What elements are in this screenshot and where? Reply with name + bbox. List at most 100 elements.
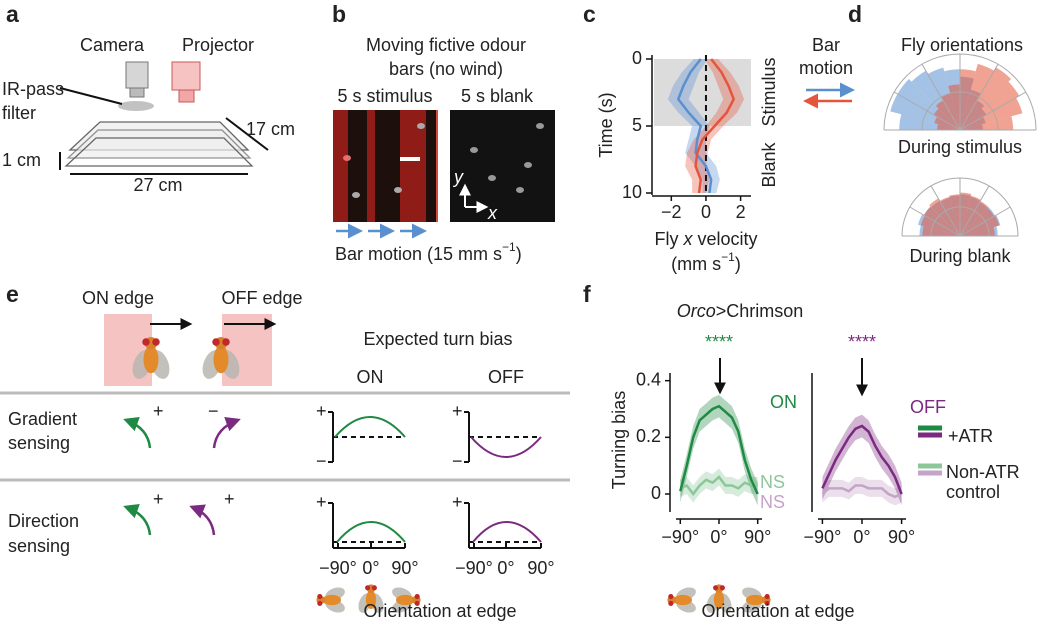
y-tick-label: 10	[622, 182, 642, 202]
x-axis-label: Orientation at edge	[363, 601, 516, 621]
axis-sign: +	[316, 492, 327, 512]
significance: ****	[705, 332, 733, 352]
x-axis-unit-part: (mm s	[671, 254, 721, 274]
y-tick-label: 0.2	[636, 426, 661, 446]
row-label: sensing	[8, 433, 70, 453]
row-label: Direction	[8, 511, 79, 531]
polar-grid	[959, 206, 1011, 237]
axis-sign: −	[452, 451, 463, 471]
pointer-line	[59, 87, 123, 105]
flies-in-image	[343, 123, 425, 198]
error-band	[822, 477, 902, 506]
tick-label: 90°	[391, 558, 418, 578]
column-label: OFF	[488, 367, 524, 387]
sign: −	[208, 401, 219, 421]
significance-ns: NS	[760, 472, 785, 492]
error-band	[680, 468, 758, 503]
label: filter	[2, 103, 36, 123]
x-tick-label: −90°	[804, 527, 842, 547]
polar-bar	[960, 215, 1000, 236]
panel-label: e	[6, 281, 19, 307]
label: 27 cm	[133, 175, 182, 195]
label: 17 cm	[246, 119, 295, 139]
panel-label: b	[332, 1, 346, 27]
turn-arrow	[123, 504, 152, 536]
polar-grid	[930, 185, 961, 237]
x-tick-label: 90°	[744, 527, 771, 547]
polar-bar	[939, 196, 960, 236]
polar-bar	[960, 69, 976, 130]
blank-image	[450, 110, 555, 222]
x-tick-label: −2	[661, 202, 682, 222]
axis-sign: +	[316, 401, 327, 421]
x-axis-unit: (mm s−1)	[671, 250, 741, 274]
ir-filter	[118, 101, 154, 111]
camera-icon	[125, 61, 149, 89]
chart-title: Orco>Chrimson	[677, 301, 804, 321]
projector-icon	[171, 61, 201, 91]
polar-bar	[960, 97, 1023, 130]
fly-icon	[316, 584, 347, 616]
legend-title: Bar	[812, 35, 840, 55]
y-tick-label: 5	[632, 115, 642, 135]
series-line	[679, 475, 758, 497]
sign: +	[224, 489, 235, 509]
label: IR-pass	[2, 79, 64, 99]
polar-bar	[949, 194, 960, 236]
caption: During blank	[909, 246, 1011, 266]
fly-icon	[667, 584, 698, 616]
polar-bar	[960, 200, 989, 236]
annotation: Blank	[759, 141, 779, 187]
tick-label: 90°	[527, 558, 554, 578]
polar-bar	[960, 208, 995, 236]
x-tick-label: 0	[701, 202, 711, 222]
label: Expected turn bias	[363, 329, 512, 349]
chart-title: Fly orientations	[901, 35, 1023, 55]
sign: +	[153, 401, 164, 421]
column-label: ON	[357, 367, 384, 387]
series-line	[679, 404, 759, 495]
series-line	[694, 58, 736, 194]
x-tick-label: 90°	[888, 527, 915, 547]
dimension-line	[225, 117, 269, 151]
series-line	[676, 58, 713, 194]
polar-bar	[937, 124, 960, 130]
y-tick-label: 0	[632, 48, 642, 68]
x-axis-label-part: x	[682, 229, 693, 249]
axis-sign: +	[452, 401, 463, 421]
polar-bar	[960, 226, 995, 236]
polar-bar	[960, 192, 972, 236]
polar-grid	[959, 185, 990, 237]
bar-marker	[400, 157, 420, 161]
x-tick-label: 0°	[710, 527, 727, 547]
panel-label: c	[583, 1, 596, 27]
tick-label: −90°	[319, 558, 357, 578]
caption: Bar motion (15 mm s−1)	[335, 240, 522, 264]
polar-bar	[920, 215, 960, 236]
polar-bar	[923, 206, 960, 236]
y-tick-label: 0	[651, 483, 661, 503]
camera-lens	[129, 87, 145, 98]
x-axis-label-part: Fly	[654, 229, 683, 249]
panel-label: d	[848, 1, 862, 27]
annotation: Stimulus	[759, 57, 779, 126]
y-axis-label: Time (s)	[596, 92, 616, 157]
x-tick-label: 2	[736, 202, 746, 222]
error-band	[822, 414, 902, 506]
x-axis-unit-part: )	[735, 254, 741, 274]
title-part: Orco	[677, 301, 716, 321]
polar-bar	[960, 195, 981, 236]
label: Moving fictive odour	[366, 35, 526, 55]
tick-label: −90°	[455, 558, 493, 578]
polar-bar	[948, 84, 960, 130]
series-line	[821, 424, 903, 495]
row-label: Gradient	[8, 409, 77, 429]
label: OFF edge	[221, 288, 302, 308]
sign: +	[153, 489, 164, 509]
tick-label: 0°	[497, 558, 514, 578]
significance: ****	[848, 332, 876, 352]
series-label: OFF	[910, 397, 946, 417]
image-axis-label: x	[487, 203, 498, 223]
series-label: ON	[770, 392, 797, 412]
